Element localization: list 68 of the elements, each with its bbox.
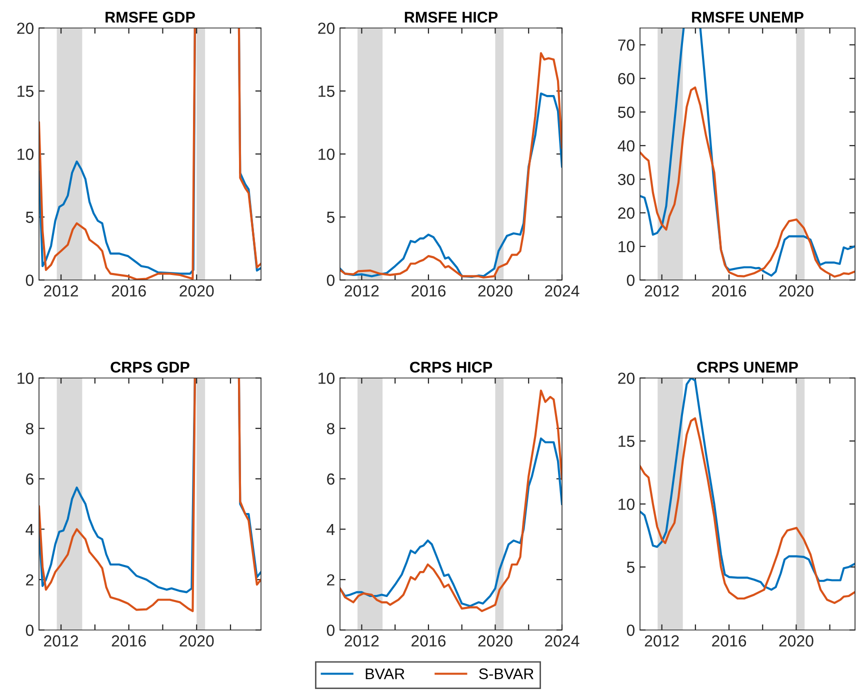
x-tick-label: 2020 — [478, 285, 512, 297]
x-tick-label: 2012 — [344, 285, 379, 297]
x-tick-label: 2012 — [644, 285, 679, 297]
chart-title: RMSFE HICP — [404, 12, 498, 23]
x-tick-label: 2020 — [180, 285, 214, 297]
y-tick-label: 40 — [618, 140, 635, 152]
x-tick-label: 2024 — [545, 285, 580, 297]
y-tick-label: 10 — [18, 148, 34, 160]
y-tick-label: 15 — [18, 86, 34, 97]
y-tick-label: 2 — [26, 574, 34, 586]
x-tick-label: 2012 — [644, 635, 679, 647]
y-tick-label: 30 — [618, 174, 635, 186]
chart-title: CRPS GDP — [110, 362, 190, 373]
x-tick-label: 2020 — [180, 635, 214, 647]
x-tick-label: 2016 — [112, 635, 146, 647]
x-tick-label: 2012 — [44, 285, 78, 297]
chart-title: CRPS HICP — [410, 362, 492, 373]
chart-title: RMSFE GDP — [106, 12, 195, 23]
x-tick-label: 2016 — [112, 285, 146, 297]
y-tick-label: 70 — [618, 39, 635, 51]
line-series — [340, 437, 562, 608]
x-tick-label: 2020 — [779, 635, 814, 647]
y-tick-label: 10 — [618, 498, 635, 510]
chart-title: CRPS UNEMP — [697, 362, 798, 373]
y-tick-label: 10 — [618, 241, 635, 252]
line-series — [640, 417, 855, 604]
line-series — [640, 86, 855, 278]
y-tick-label: 6 — [26, 473, 34, 485]
legend-label: BVAR — [366, 668, 404, 680]
y-tick-label: 20 — [618, 207, 635, 219]
y-tick-label: 8 — [326, 423, 334, 434]
x-tick-label: 2020 — [779, 285, 814, 297]
y-tick-label: 0 — [326, 624, 335, 636]
legend-label: S-BVAR — [479, 668, 534, 680]
x-tick-label: 2016 — [712, 285, 746, 297]
y-tick-label: 6 — [327, 473, 334, 485]
x-tick-label: 2012 — [344, 635, 379, 647]
y-tick-label: 0 — [26, 274, 34, 286]
y-tick-label: 10 — [318, 148, 335, 160]
x-tick-label: 2016 — [412, 635, 446, 647]
y-tick-label: 60 — [618, 73, 635, 84]
y-tick-label: 2 — [327, 574, 334, 586]
y-tick-label: 0 — [26, 624, 34, 636]
y-tick-label: 8 — [26, 423, 34, 434]
y-tick-label: 4 — [326, 524, 335, 535]
line-series — [340, 390, 562, 612]
y-tick-label: 20 — [318, 22, 335, 34]
chart-title: RMSFE UNEMP — [692, 12, 804, 23]
y-tick-label: 20 — [618, 372, 635, 384]
x-tick-label: 2020 — [478, 635, 512, 647]
y-tick-label: 4 — [26, 524, 34, 535]
y-tick-label: 0 — [626, 624, 635, 636]
line-series — [340, 92, 562, 278]
y-tick-label: 0 — [326, 274, 335, 286]
x-tick-label: 2024 — [545, 635, 580, 647]
y-tick-label: 50 — [618, 106, 635, 118]
y-tick-label: 15 — [318, 86, 334, 97]
y-tick-label: 20 — [17, 22, 34, 34]
y-tick-label: 10 — [18, 372, 34, 384]
x-tick-label: 2012 — [44, 635, 78, 647]
y-tick-label: 0 — [626, 274, 635, 286]
x-tick-label: 2016 — [412, 285, 446, 297]
y-tick-label: 5 — [626, 562, 634, 573]
y-tick-label: 5 — [26, 212, 34, 223]
y-tick-label: 10 — [318, 372, 335, 384]
x-tick-label: 2016 — [712, 635, 746, 647]
y-tick-label: 15 — [618, 436, 634, 447]
y-tick-label: 5 — [326, 212, 334, 223]
